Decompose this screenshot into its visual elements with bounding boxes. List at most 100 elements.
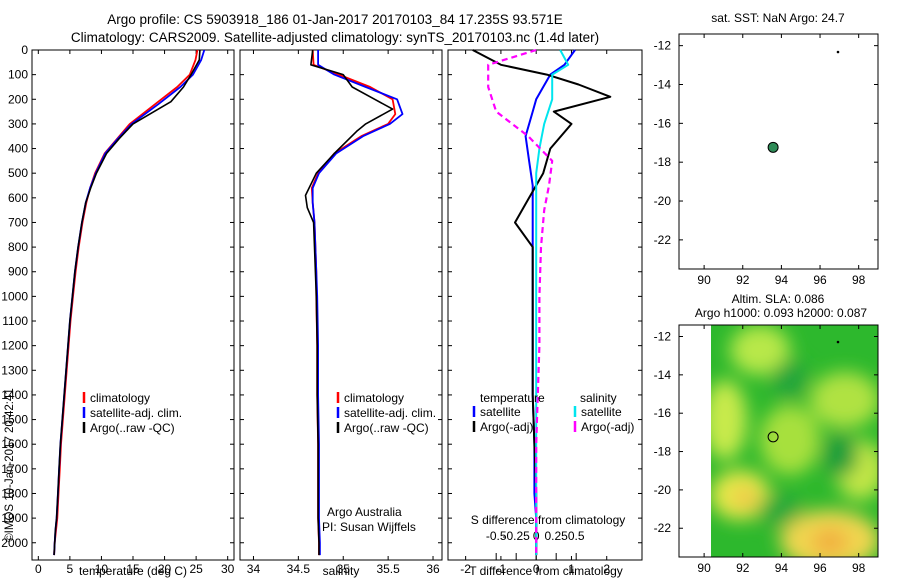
t-difference-x-tick-label: -2: [460, 562, 471, 576]
legend-salinity-title: salinity: [580, 391, 617, 405]
sla-map-lon-tick-label: 94: [775, 561, 789, 575]
figure-title-line2: Climatology: CARS2009. Satellite-adjuste…: [71, 30, 599, 45]
sla-argo-position-marker: [767, 431, 779, 443]
series-line-temperature-satellite: [524, 49, 576, 556]
depth-tick-label: 300: [8, 117, 28, 131]
legend-label: climatology: [90, 391, 150, 405]
depth-tick-label: 1400: [1, 388, 28, 402]
sst-map-lon-tick-label: 90: [697, 273, 711, 287]
sla-heatmap: [711, 325, 878, 557]
t-difference-x-tick-label: 0: [533, 562, 540, 576]
sst-map-small-dot: [836, 50, 840, 54]
legend-label: Argo(..raw -QC): [90, 421, 175, 435]
credit-line2: PI: Susan Wijffels: [322, 520, 416, 534]
sla-map-lat-tick-label: -22: [654, 521, 672, 535]
salinity-panel-frame: [239, 49, 443, 561]
series-line-satellite-adj-clim-: [311, 50, 404, 556]
t-difference-x-tick-label: -1: [496, 562, 507, 576]
depth-tick-label: 1300: [1, 363, 28, 377]
depth-tick-label: 1800: [1, 486, 28, 500]
sla-map-lon-tick-label: 92: [736, 561, 750, 575]
temperature-x-tick-label: 20: [158, 562, 172, 576]
sla-map-lon-tick-label: 98: [852, 561, 866, 575]
series-line-satellite-adj-clim-: [53, 49, 206, 556]
sst-map-lat-tick-label: -14: [654, 77, 672, 91]
figure-title-line1: Argo profile: CS 5903918_186 01-Jan-2017…: [107, 12, 563, 27]
sla-map-frame: [678, 324, 879, 558]
sla-map-lat-tick-label: -16: [654, 406, 672, 420]
series-line-temperature-argo-adj-: [472, 49, 612, 556]
sla-map-lon-tick-label: 90: [697, 561, 711, 575]
sla-map-lat-tick-label: -14: [654, 368, 672, 382]
depth-tick-label: 1700: [1, 462, 28, 476]
series-line-argo-raw-qc-: [304, 49, 394, 556]
temperature-x-tick-label: 10: [95, 562, 109, 576]
salinity-x-tick-label: 34.5: [287, 562, 311, 576]
s-difference-x-tick-label: 0.5: [568, 529, 585, 543]
axes-layer: 0100200300400500600700800900100011001200…: [1, 34, 878, 576]
sla-map-small-dot: [836, 340, 840, 344]
legend-label: satellite: [480, 405, 521, 419]
map-markers-layer: [767, 50, 840, 443]
depth-tick-label: 1100: [2, 314, 28, 328]
t-difference-x-tick-label: 2: [603, 562, 610, 576]
temperature-x-tick-label: 0: [35, 562, 42, 576]
depth-tick-label: 1900: [1, 511, 28, 525]
depth-tick-label: 0: [21, 43, 28, 57]
depth-tick-label: 800: [8, 240, 28, 254]
salinity-x-tick-label: 36: [426, 562, 440, 576]
depth-tick-label: 1500: [1, 413, 28, 427]
sst-map-title: sat. SST: NaN Argo: 24.7: [711, 11, 845, 25]
watermark: ©IMOS 10-Jan-2017 20:42:41: [4, 388, 16, 542]
s-difference-x-tick-label: -0.5: [486, 529, 507, 543]
sst-map-frame: [678, 33, 879, 270]
salinity-x-tick-label: 35: [337, 562, 351, 576]
s-difference-x-tick-label: 0.25: [545, 529, 569, 543]
legend-label: satellite-adj. clim.: [90, 406, 182, 420]
s-difference-xlabel: S difference from climatology: [471, 513, 626, 527]
sla-map-lat-tick-label: -12: [654, 330, 672, 344]
sst-map-lat-tick-label: -18: [654, 155, 672, 169]
sla-map-title-line2: Argo h1000: 0.093 h2000: 0.087: [695, 306, 867, 320]
temperature-x-tick-label: 5: [67, 562, 74, 576]
sla-map-lat-tick-label: -20: [654, 483, 672, 497]
sla-map-title-line1: Altim. SLA: 0.086: [732, 292, 825, 306]
depth-tick-label: 400: [8, 142, 28, 156]
legend-temperature-title: temperature: [480, 391, 545, 405]
watermark-box: ©IMOS 10-Jan-2017 20:42:41: [4, 388, 16, 542]
s-difference-x-tick-label: -0.25: [503, 529, 531, 543]
legend-label: satellite-adj. clim.: [344, 406, 436, 420]
sst-map-lat-tick-label: -22: [654, 233, 672, 247]
depth-tick-label: 200: [8, 92, 28, 106]
sst-map-lon-tick-label: 98: [852, 273, 866, 287]
depth-tick-label: 1600: [1, 437, 28, 451]
sla-map-lat-tick-label: -18: [654, 445, 672, 459]
t-difference-x-tick-label: 1: [568, 562, 575, 576]
sst-argo-position-marker: [767, 141, 779, 153]
series-line-salinity-satellite: [535, 49, 570, 556]
salinity-xlabel: salinity: [323, 564, 360, 578]
series-line-argo-raw-qc-: [53, 49, 201, 556]
temperature-x-tick-label: 30: [221, 562, 235, 576]
sla-map-nodata-area: [679, 325, 711, 557]
salinity-x-tick-label: 35.5: [376, 562, 400, 576]
series-line-salinity-argo-adj-: [487, 48, 554, 556]
depth-tick-label: 1200: [1, 339, 28, 353]
legend-label: Argo(-adj): [480, 420, 533, 434]
depth-tick-label: 100: [8, 68, 28, 82]
t-difference-xlabel: T difference from climatology: [469, 564, 623, 578]
sst-map-lat-tick-label: -12: [654, 39, 672, 53]
sst-map-lon-tick-label: 94: [775, 273, 789, 287]
legend-label: Argo(-adj): [581, 420, 634, 434]
depth-tick-label: 500: [8, 166, 28, 180]
temperature-x-tick-label: 25: [189, 562, 203, 576]
series-layer: [53, 48, 612, 556]
difference-panel-frame: [447, 49, 643, 561]
temperature-xlabel: temperature (deg C): [79, 564, 187, 578]
depth-tick-label: 700: [8, 215, 28, 229]
sst-map-lat-tick-label: -20: [654, 194, 672, 208]
depth-tick-label: 600: [8, 191, 28, 205]
series-line-climatology: [53, 49, 199, 556]
